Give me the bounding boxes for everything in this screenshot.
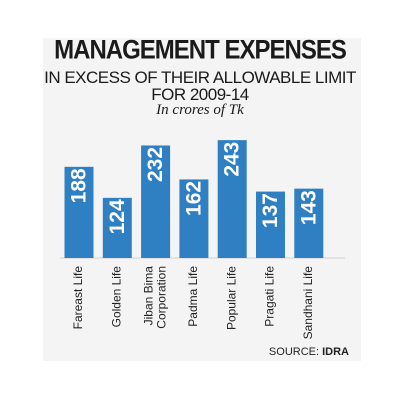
bar-value-label: 188 <box>68 168 91 203</box>
category-label: Golden Life <box>109 266 123 328</box>
category-label: Popular Life <box>224 266 238 330</box>
source-label: SOURCE: <box>268 346 320 358</box>
bar <box>179 179 209 258</box>
chart-subtitle-line-1: IN EXCESS OF THEIR ALLOWABLE LIMIT <box>44 68 356 87</box>
chart-title: MANAGEMENT EXPENSES <box>54 35 347 66</box>
category-label: Pragati Life <box>263 266 277 327</box>
category-label: Fareast Life <box>71 266 85 330</box>
bar-value-label: 124 <box>106 199 129 234</box>
source-name: IDRA <box>322 346 349 358</box>
bar <box>256 191 285 258</box>
bar <box>294 188 324 258</box>
units-label: In crores of Tk <box>156 102 244 118</box>
bar <box>217 140 247 258</box>
bar-value-label: 232 <box>144 147 167 182</box>
bar-value-label: 243 <box>221 142 244 177</box>
bar-value-label: 143 <box>297 190 320 225</box>
category-label: Corporation <box>154 266 168 329</box>
category-label: Sandhani Life <box>301 266 315 340</box>
source-credit: SOURCE: IDRA <box>269 346 349 358</box>
bar <box>141 145 171 258</box>
category-label: Padma Life <box>186 266 200 327</box>
chart-subtitle-line-2: FOR 2009-14 <box>151 85 249 104</box>
bar <box>64 166 94 258</box>
bar <box>102 197 132 258</box>
category-label: Jiban Bima <box>141 266 155 326</box>
bar-value-label: 162 <box>182 181 205 216</box>
bar-value-label: 137 <box>259 193 282 228</box>
